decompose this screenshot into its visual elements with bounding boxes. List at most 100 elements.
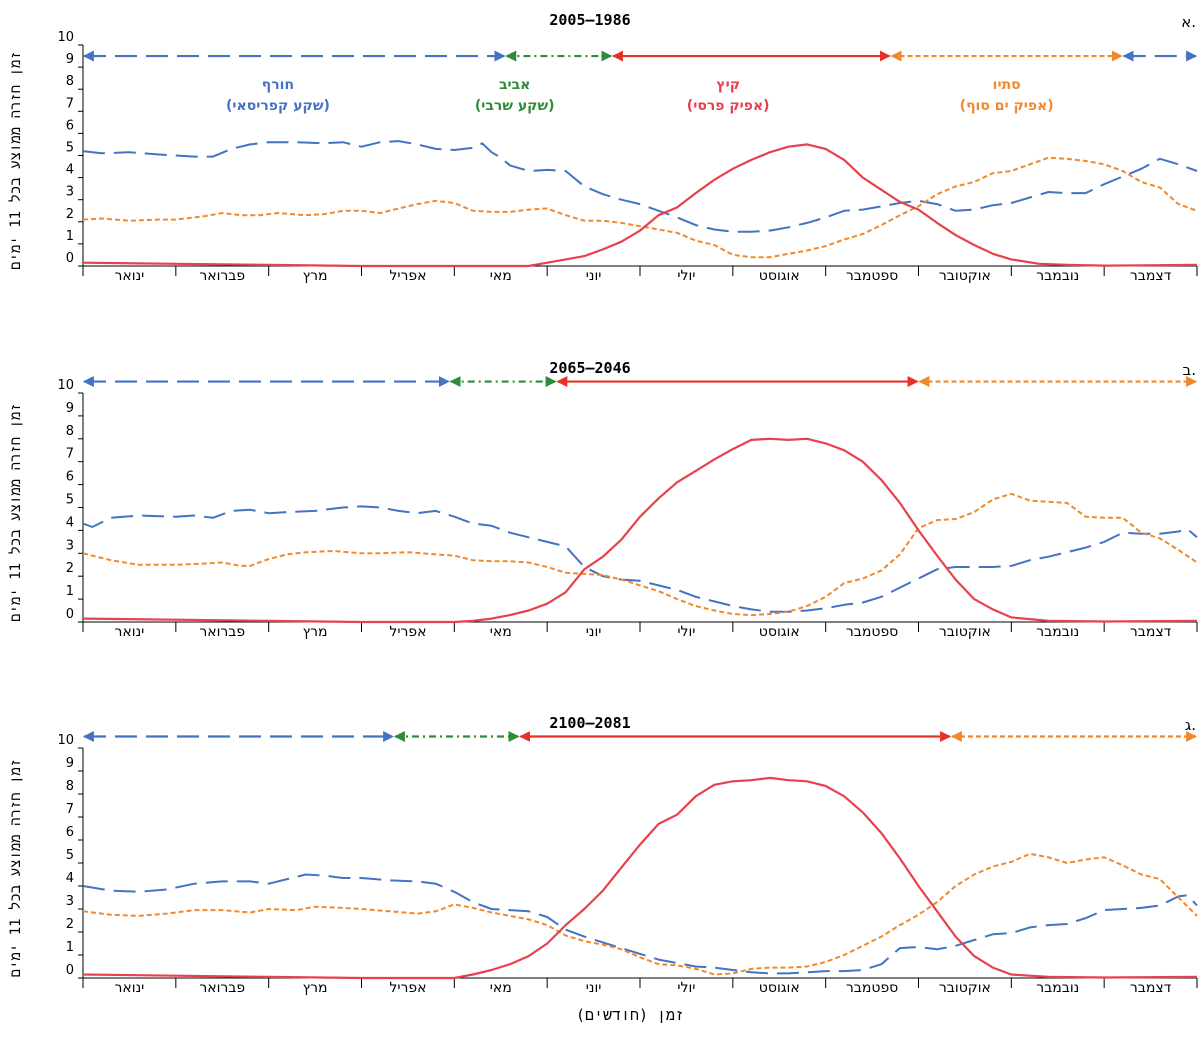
chart-panel-1: 2005–1986 א. זמן חזרה ממוצע בכל 11 ימים 0 1 2…	[8, 11, 1198, 284]
x-tick-label: מאי	[490, 268, 512, 284]
y-tick-label: 7	[66, 96, 74, 111]
y-tick-label: 10	[57, 733, 74, 748]
y-tick-label: 4	[66, 515, 74, 530]
season-sublabel-winter: (שקע קפריסאי)	[226, 98, 330, 114]
y-tick-label: 0	[66, 963, 74, 978]
x-tick-label: פברואר	[199, 980, 245, 996]
y-tick-label: 4	[66, 871, 74, 886]
series-line-summer	[82, 437, 1198, 624]
y-tick-label: 8	[66, 424, 74, 439]
y-tick-label: 1	[66, 229, 74, 244]
x-tick-label: אוקטובר	[939, 624, 991, 640]
y-tick-label: 2	[66, 917, 74, 932]
x-tick-label: יוני	[586, 624, 602, 640]
x-tick-label: דצמבר	[1130, 980, 1172, 996]
x-tick-label: מאי	[490, 980, 512, 996]
x-tick-label: נובמבר	[1036, 624, 1079, 640]
chart-panel-3: 2100–2081 ג. זמן חזרה ממוצע בכל 11 ימים 0 1 2…	[8, 714, 1198, 996]
x-tick-label: פברואר	[199, 268, 245, 284]
x-tick-label: מרץ	[303, 624, 328, 640]
x-tick-label: אוגוסט	[759, 624, 800, 640]
series-line-winter	[82, 505, 1198, 613]
y-axis-title: זמן חזרה ממוצע בכל 11 ימים	[8, 403, 24, 622]
y-axis-title: זמן חזרה ממוצע בכל 11 ימים	[8, 51, 24, 270]
x-tick-label: מרץ	[303, 268, 328, 284]
y-tick-label: 8	[66, 779, 74, 794]
chart-panel-2: 2065–2046 ב. זמן חזרה ממוצע בכל 11 ימים 0 1 2…	[8, 359, 1198, 640]
x-tick-label: אפריל	[389, 268, 426, 284]
y-tick-label: 9	[66, 756, 74, 771]
panel-title: 2005–1986	[549, 11, 630, 29]
y-tick-label: 7	[66, 447, 74, 462]
series-line-autumn	[82, 852, 1198, 976]
y-tick-label: 7	[66, 802, 74, 817]
y-tick-label: 1	[66, 940, 74, 955]
season-sublabel-spring: (שקע שרבי)	[475, 98, 555, 114]
panel-title: 2065–2046	[549, 359, 630, 377]
y-tick-label: 6	[66, 470, 74, 485]
x-tick-label: דצמבר	[1130, 624, 1172, 640]
y-tick-label: 3	[66, 894, 74, 909]
y-tick-label: 6	[66, 825, 74, 840]
panel-letter: ב.	[1183, 361, 1196, 379]
panel-letter: ג.	[1185, 716, 1196, 734]
y-tick-label: 9	[66, 401, 74, 416]
y-tick-label: 9	[66, 52, 74, 67]
x-tick-label: ספטמבר	[846, 268, 898, 284]
y-axis-title: זמן חזרה ממוצע בכל 11 ימים	[8, 759, 24, 978]
x-tick-label: ספטמבר	[846, 624, 898, 640]
season-label-spring: אביב	[499, 77, 530, 93]
x-tick-label: נובמבר	[1036, 980, 1079, 996]
y-tick-label: 1	[66, 584, 74, 599]
season-label-autumn: סתיו	[993, 77, 1021, 93]
x-tick-label: ספטמבר	[846, 980, 898, 996]
y-tick-label: 3	[66, 185, 74, 200]
x-tick-label: אוגוסט	[759, 268, 800, 284]
y-tick-label: 6	[66, 118, 74, 133]
x-tick-label: מאי	[490, 624, 512, 640]
series-line-autumn	[82, 156, 1198, 259]
series-line-winter	[82, 140, 1198, 233]
y-tick-label: 5	[66, 493, 74, 508]
season-sublabel-summer: (אפיק פרסי)	[687, 98, 770, 114]
series-line-summer	[82, 143, 1198, 268]
panel-letter: א.	[1181, 13, 1196, 31]
x-tick-label: יולי	[677, 624, 695, 640]
season-label-summer: קיץ	[716, 77, 740, 93]
y-tick-label: 5	[66, 141, 74, 156]
x-tick-label: מרץ	[303, 980, 328, 996]
x-tick-label: אפריל	[389, 624, 426, 640]
x-tick-label: אפריל	[389, 980, 426, 996]
x-axis-title: זמן (חודשים)	[576, 1006, 684, 1024]
y-tick-label: 10	[57, 378, 74, 393]
panel-title: 2100–2081	[549, 714, 630, 732]
x-tick-label: ינואר	[115, 980, 145, 996]
x-tick-label: יולי	[677, 980, 695, 996]
series-line-autumn	[82, 492, 1198, 617]
x-tick-label: אוקטובר	[939, 980, 991, 996]
x-tick-label: יוני	[586, 268, 602, 284]
y-tick-label: 2	[66, 207, 74, 222]
x-tick-label: אוקטובר	[939, 268, 991, 284]
y-tick-label: 0	[66, 251, 74, 266]
season-sublabel-autumn: (אפיק ים סוף)	[960, 98, 1054, 114]
y-tick-label: 3	[66, 538, 74, 553]
x-tick-label: יוני	[586, 980, 602, 996]
y-tick-label: 4	[66, 163, 74, 178]
y-tick-label: 10	[57, 30, 74, 45]
x-tick-label: פברואר	[199, 624, 245, 640]
series-line-summer	[82, 776, 1198, 980]
y-tick-label: 8	[66, 74, 74, 89]
x-tick-label: ינואר	[115, 624, 145, 640]
x-tick-label: אוגוסט	[759, 980, 800, 996]
y-tick-label: 2	[66, 561, 74, 576]
y-tick-label: 5	[66, 848, 74, 863]
x-tick-label: נובמבר	[1036, 268, 1079, 284]
x-tick-label: דצמבר	[1130, 268, 1172, 284]
x-tick-label: ינואר	[115, 268, 145, 284]
y-tick-label: 0	[66, 607, 74, 622]
season-label-winter: חורף	[262, 77, 294, 93]
series-line-winter	[82, 873, 1198, 975]
